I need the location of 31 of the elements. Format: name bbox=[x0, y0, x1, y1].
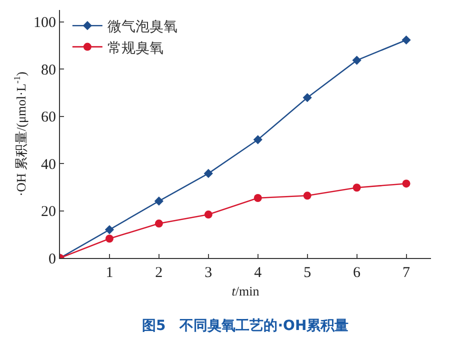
point bbox=[402, 35, 411, 45]
y-tick-label: 0 bbox=[48, 251, 56, 268]
legend-label: 微气泡臭氧 bbox=[107, 19, 178, 36]
x-tick-label: 3 bbox=[204, 265, 212, 281]
point bbox=[253, 135, 262, 144]
point bbox=[302, 93, 312, 102]
x-tick-label: 2 bbox=[155, 265, 163, 281]
point bbox=[105, 234, 114, 243]
x-tick-label: 5 bbox=[304, 265, 312, 281]
point bbox=[204, 210, 212, 219]
legend-label: 常规臭氧 bbox=[107, 40, 164, 56]
y-tick-label: 80 bbox=[41, 62, 56, 78]
point bbox=[402, 180, 410, 188]
y-tick-label: 60 bbox=[41, 110, 56, 126]
point bbox=[352, 56, 362, 65]
x-tick-label: 7 bbox=[402, 265, 411, 281]
point bbox=[303, 192, 312, 200]
caption: 图5 不同臭氧工艺的·OH累积量 bbox=[142, 318, 349, 334]
point bbox=[352, 184, 361, 192]
y-tick-label: 40 bbox=[41, 156, 56, 173]
x-tick-label: 1 bbox=[106, 265, 114, 281]
x-tick-label: 6 bbox=[353, 265, 362, 281]
point bbox=[154, 196, 164, 206]
y-tick-label: 100 bbox=[34, 15, 56, 32]
x-tick-label: 4 bbox=[254, 265, 262, 281]
point bbox=[254, 194, 262, 202]
y-tick-label: 20 bbox=[41, 204, 56, 220]
point bbox=[104, 225, 114, 234]
point bbox=[154, 220, 163, 228]
point bbox=[204, 168, 213, 178]
x-axis-title: t/min bbox=[232, 284, 260, 299]
